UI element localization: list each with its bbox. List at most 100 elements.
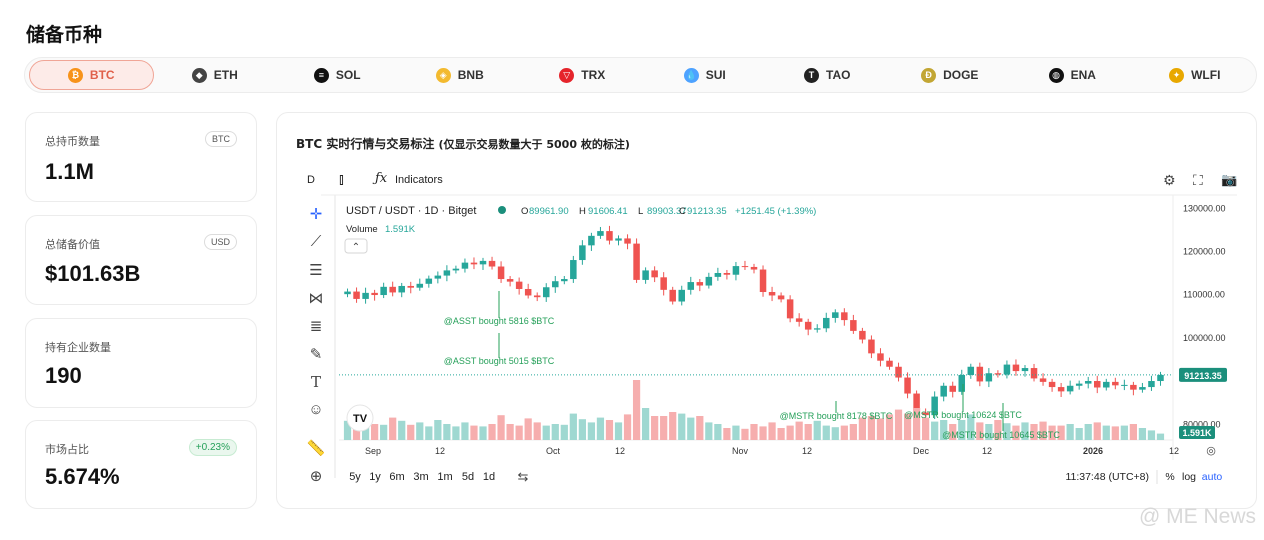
volume-bar	[434, 420, 442, 440]
candle-body	[461, 262, 469, 269]
coin-tab-label: DOGE	[943, 68, 979, 82]
chart-title: BTC 实时行情与交易标注 (仅显示交易数量大于 5000 枚的标注)	[296, 135, 630, 152]
stat-card-total-value: 总储备价值 USD $101.63B	[25, 215, 257, 305]
volume-bar	[1066, 424, 1074, 440]
volume-tag: 1.591K	[1182, 428, 1212, 438]
trade-annotation: @ASST bought 5015 $BTC	[444, 356, 555, 366]
coin-tab-btc[interactable]: ₿ BTC	[29, 60, 154, 90]
volume-bar	[389, 417, 397, 440]
volume-bar	[831, 427, 839, 440]
trend-line-icon[interactable]: ⟋	[310, 233, 322, 250]
volume-label: Volume	[346, 224, 378, 235]
volume-bar	[506, 424, 514, 440]
range-button-3m: 3m	[413, 471, 428, 483]
y-tick-label: 120000.00	[1183, 247, 1226, 257]
stat-value: $101.63B	[45, 261, 141, 286]
emoji-icon[interactable]: ☺	[308, 401, 324, 418]
volume-bar	[551, 424, 559, 440]
indicators-button[interactable]: Indicators	[395, 174, 443, 186]
candle-body	[886, 360, 893, 367]
fib-icon[interactable]: ≣	[309, 318, 323, 335]
candle-body	[904, 377, 911, 394]
volume-bar	[840, 425, 848, 440]
stat-value: 190	[45, 363, 82, 388]
candle-body	[678, 289, 685, 302]
live-dot-icon	[498, 206, 506, 214]
coin-tab-wlfi[interactable]: ✦ WLFI	[1134, 60, 1257, 90]
stat-label: 总储备价值	[45, 238, 100, 251]
volume-bar	[858, 417, 867, 440]
brush-icon[interactable]: ✎	[309, 346, 323, 363]
volume-bar	[443, 424, 451, 440]
volume-bar	[479, 426, 487, 440]
candle-body	[344, 291, 351, 295]
volume-bar	[1012, 425, 1020, 440]
candle-body	[416, 283, 424, 288]
candle-body	[768, 292, 776, 296]
zoom-in-icon[interactable]: ⊕	[309, 468, 323, 485]
chart-title-text: BTC 实时行情与交易标注	[296, 137, 435, 151]
coin-tab-tao[interactable]: T TAO	[766, 60, 889, 90]
volume-bar	[759, 426, 767, 440]
volume-bar	[425, 426, 433, 440]
volume-bar	[849, 424, 857, 440]
fullscreen-icon[interactable]: ⛶	[1193, 172, 1203, 188]
coin-tab-sol[interactable]: ≡ SOL	[276, 60, 399, 90]
volume-bar	[705, 422, 713, 440]
chart-card: BTC 实时行情与交易标注 (仅显示交易数量大于 5000 枚的标注) D ⫾ …	[276, 112, 1257, 509]
volume-bar	[732, 425, 740, 440]
candle-body	[1057, 387, 1065, 392]
ethereum-icon: ◆	[191, 67, 207, 83]
candle-body	[515, 281, 523, 289]
ethena-icon: ◍	[1048, 67, 1064, 83]
candle-body	[687, 282, 695, 290]
trade-annotation: @MSTR bought 8178 $BTC	[780, 411, 893, 421]
stat-label: 总持币数量	[45, 135, 100, 148]
coin-tab-eth[interactable]: ◆ ETH	[154, 60, 277, 90]
candle-body	[398, 285, 405, 293]
candle-body	[407, 285, 414, 288]
indicators-icon[interactable]: ƒx	[375, 171, 388, 186]
candle-style-icon[interactable]: ⫾	[339, 171, 344, 188]
stat-card-market-share: 市场占比 +0.23% 5.674%	[25, 420, 257, 509]
legend-close-label: C	[679, 206, 686, 217]
legend-open: 89961.90	[529, 206, 569, 217]
coin-tab-ena[interactable]: ◍ ENA	[1011, 60, 1134, 90]
candle-body	[1094, 381, 1101, 388]
volume-bar	[1129, 424, 1137, 440]
volume-bar	[1147, 430, 1156, 440]
pattern-icon[interactable]: ⋈	[308, 290, 324, 307]
candle-body	[868, 339, 875, 354]
x-tick-label: Dec	[913, 446, 930, 456]
candle-body	[1121, 384, 1128, 386]
candle-body	[850, 320, 857, 331]
candlestick-chart[interactable]: 130000.00 120000.00 110000.00 100000.00 8000…	[277, 113, 1258, 510]
candle-body	[579, 245, 586, 261]
text-tool-icon[interactable]: T	[310, 373, 321, 391]
interval-button[interactable]: D	[307, 174, 315, 186]
volume-bar	[641, 408, 650, 440]
crosshair-icon[interactable]: ✛	[309, 206, 323, 223]
candle-body	[895, 366, 902, 378]
settings-icon[interactable]: ⚙	[1163, 172, 1176, 188]
volume-bar	[822, 425, 830, 440]
volume-bar	[632, 380, 641, 440]
coin-tab-sui[interactable]: 💧 SUI	[644, 60, 767, 90]
candle-body	[353, 291, 360, 299]
ruler-icon[interactable]: 📏	[306, 440, 326, 457]
volume-bar	[985, 424, 993, 440]
horizontal-lines-icon[interactable]: ☰	[309, 262, 323, 279]
stat-label: 持有企业数量	[45, 341, 111, 354]
volume-bar	[361, 422, 370, 440]
x-tick-label: 12	[435, 446, 445, 456]
coin-tab-doge[interactable]: Ð DOGE	[889, 60, 1012, 90]
camera-icon[interactable]: 📷	[1221, 172, 1238, 187]
volume-bar	[380, 424, 388, 440]
coin-tab-trx[interactable]: ▽ TRX	[521, 60, 644, 90]
candle-body	[795, 318, 803, 322]
volume-bar	[461, 422, 469, 440]
coin-tab-label: BNB	[457, 68, 484, 82]
candle-body	[877, 353, 884, 361]
coin-tab-bnb[interactable]: ◈ BNB	[399, 60, 522, 90]
candle-body	[1157, 374, 1164, 382]
